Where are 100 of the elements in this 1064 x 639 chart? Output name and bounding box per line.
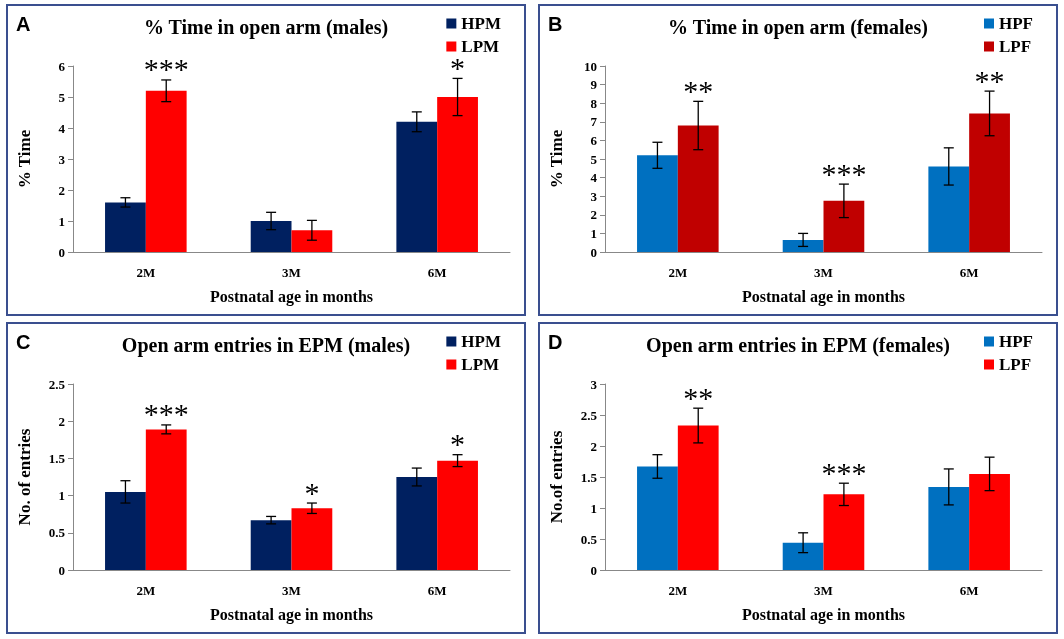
bar	[928, 166, 970, 252]
bar	[105, 202, 146, 252]
y-tick-label: 2	[58, 182, 65, 198]
annotation: *	[450, 427, 466, 461]
legend-label: HPM	[461, 332, 501, 351]
y-tick-label: 2.5	[48, 376, 66, 392]
bar	[823, 494, 865, 570]
annotation: **	[683, 380, 714, 414]
chart-title: % Time in open arm (males)	[143, 16, 389, 39]
y-axis-title: % Time	[547, 129, 566, 189]
legend-label: HPF	[999, 14, 1034, 33]
chart-title: Open arm entries in EPM (females)	[646, 334, 950, 357]
y-tick-label: 4	[58, 120, 66, 136]
x-tick-label: 2M	[136, 583, 156, 598]
y-tick-label: 3	[590, 376, 598, 392]
y-tick-label: 1	[590, 225, 597, 241]
y-tick-label: 0.5	[48, 525, 66, 541]
bar	[396, 121, 438, 252]
annotation: ***	[143, 397, 189, 431]
y-axis-title: % Time	[15, 129, 34, 189]
y-tick-label: 6	[590, 132, 598, 148]
x-tick-label: 3M	[814, 265, 833, 280]
y-tick-label: 5	[58, 89, 66, 105]
bar	[105, 491, 146, 570]
text: D	[548, 331, 563, 353]
x-axis-title: Postnatal age in months	[209, 287, 374, 306]
x-tick-label: 6M	[427, 583, 447, 598]
y-tick-label: 9	[590, 77, 598, 93]
bar	[291, 230, 333, 252]
bar	[782, 542, 824, 570]
text: C	[16, 331, 31, 353]
bar	[637, 155, 678, 252]
legend-label: LPM	[461, 37, 500, 56]
x-axis-title: Postnatal age in months	[209, 605, 374, 624]
y-tick-label: 1.5	[580, 469, 598, 485]
bar	[969, 473, 1010, 570]
y-tick-label: 4	[590, 170, 598, 186]
annotation: **	[683, 73, 714, 107]
bar	[250, 520, 292, 570]
y-tick-label: 2.5	[580, 407, 598, 423]
bar	[145, 429, 187, 570]
annotation: ***	[821, 156, 867, 190]
bar	[437, 97, 478, 252]
y-tick-label: 0	[590, 562, 597, 578]
y-tick-label: 1	[590, 500, 597, 516]
chart-title: Open arm entries in EPM (males)	[121, 334, 411, 357]
y-tick-label: 2	[590, 207, 597, 223]
x-tick-label: 2M	[668, 265, 688, 280]
legend-label: HPF	[999, 332, 1034, 351]
y-tick-label: 2	[58, 413, 65, 429]
bar	[677, 425, 719, 570]
chart-title: % Time in open arm (females)	[668, 16, 928, 39]
y-axis-title: No.of entries	[547, 430, 566, 524]
x-tick-label: 6M	[427, 265, 447, 280]
x-tick-label: 3M	[814, 583, 833, 598]
y-tick-label: 1.5	[48, 450, 66, 466]
bar	[782, 239, 824, 252]
x-tick-label: 2M	[136, 265, 156, 280]
y-tick-label: 0	[58, 244, 65, 260]
bar	[291, 508, 333, 570]
y-tick-label: 0	[58, 562, 65, 578]
y-tick-label: 10	[584, 58, 597, 74]
legend-label: LPM	[461, 355, 500, 374]
y-tick-label: 1	[58, 488, 65, 504]
legend-label: LPF	[999, 355, 1032, 374]
y-tick-label: 8	[590, 95, 598, 111]
y-tick-label: 2	[590, 438, 597, 454]
y-axis-title: No. of entries	[15, 428, 34, 526]
y-tick-label: 1	[58, 213, 65, 229]
y-tick-label: 5	[590, 151, 598, 167]
bar	[677, 125, 719, 252]
text: B	[548, 13, 563, 35]
x-axis-title: Postnatal age in months	[741, 287, 906, 306]
bar	[250, 221, 292, 252]
y-tick-label: 7	[590, 114, 598, 130]
bar	[823, 200, 865, 252]
x-tick-label: 2M	[668, 583, 688, 598]
y-tick-label: 6	[58, 58, 66, 74]
legend-label: LPF	[999, 37, 1032, 56]
annotation: ***	[821, 455, 867, 489]
x-axis-title: Postnatal age in months	[741, 605, 906, 624]
x-tick-label: 3M	[282, 265, 301, 280]
y-tick-label: 3	[590, 188, 598, 204]
bar	[637, 466, 678, 570]
x-tick-label: 3M	[282, 583, 301, 598]
x-tick-label: 6M	[959, 583, 979, 598]
bar	[396, 477, 438, 570]
annotation: ***	[143, 52, 189, 86]
bar	[145, 90, 187, 252]
bar	[437, 460, 478, 570]
y-tick-label: 0	[590, 244, 597, 260]
legend-label: HPM	[461, 14, 501, 33]
bar	[969, 113, 1010, 252]
y-tick-label: 0.5	[580, 531, 598, 547]
y-tick-label: 3	[58, 151, 66, 167]
text: A	[16, 13, 31, 35]
annotation: *	[304, 475, 320, 509]
x-tick-label: 6M	[959, 265, 979, 280]
annotation: **	[974, 63, 1005, 97]
bar	[928, 486, 970, 570]
